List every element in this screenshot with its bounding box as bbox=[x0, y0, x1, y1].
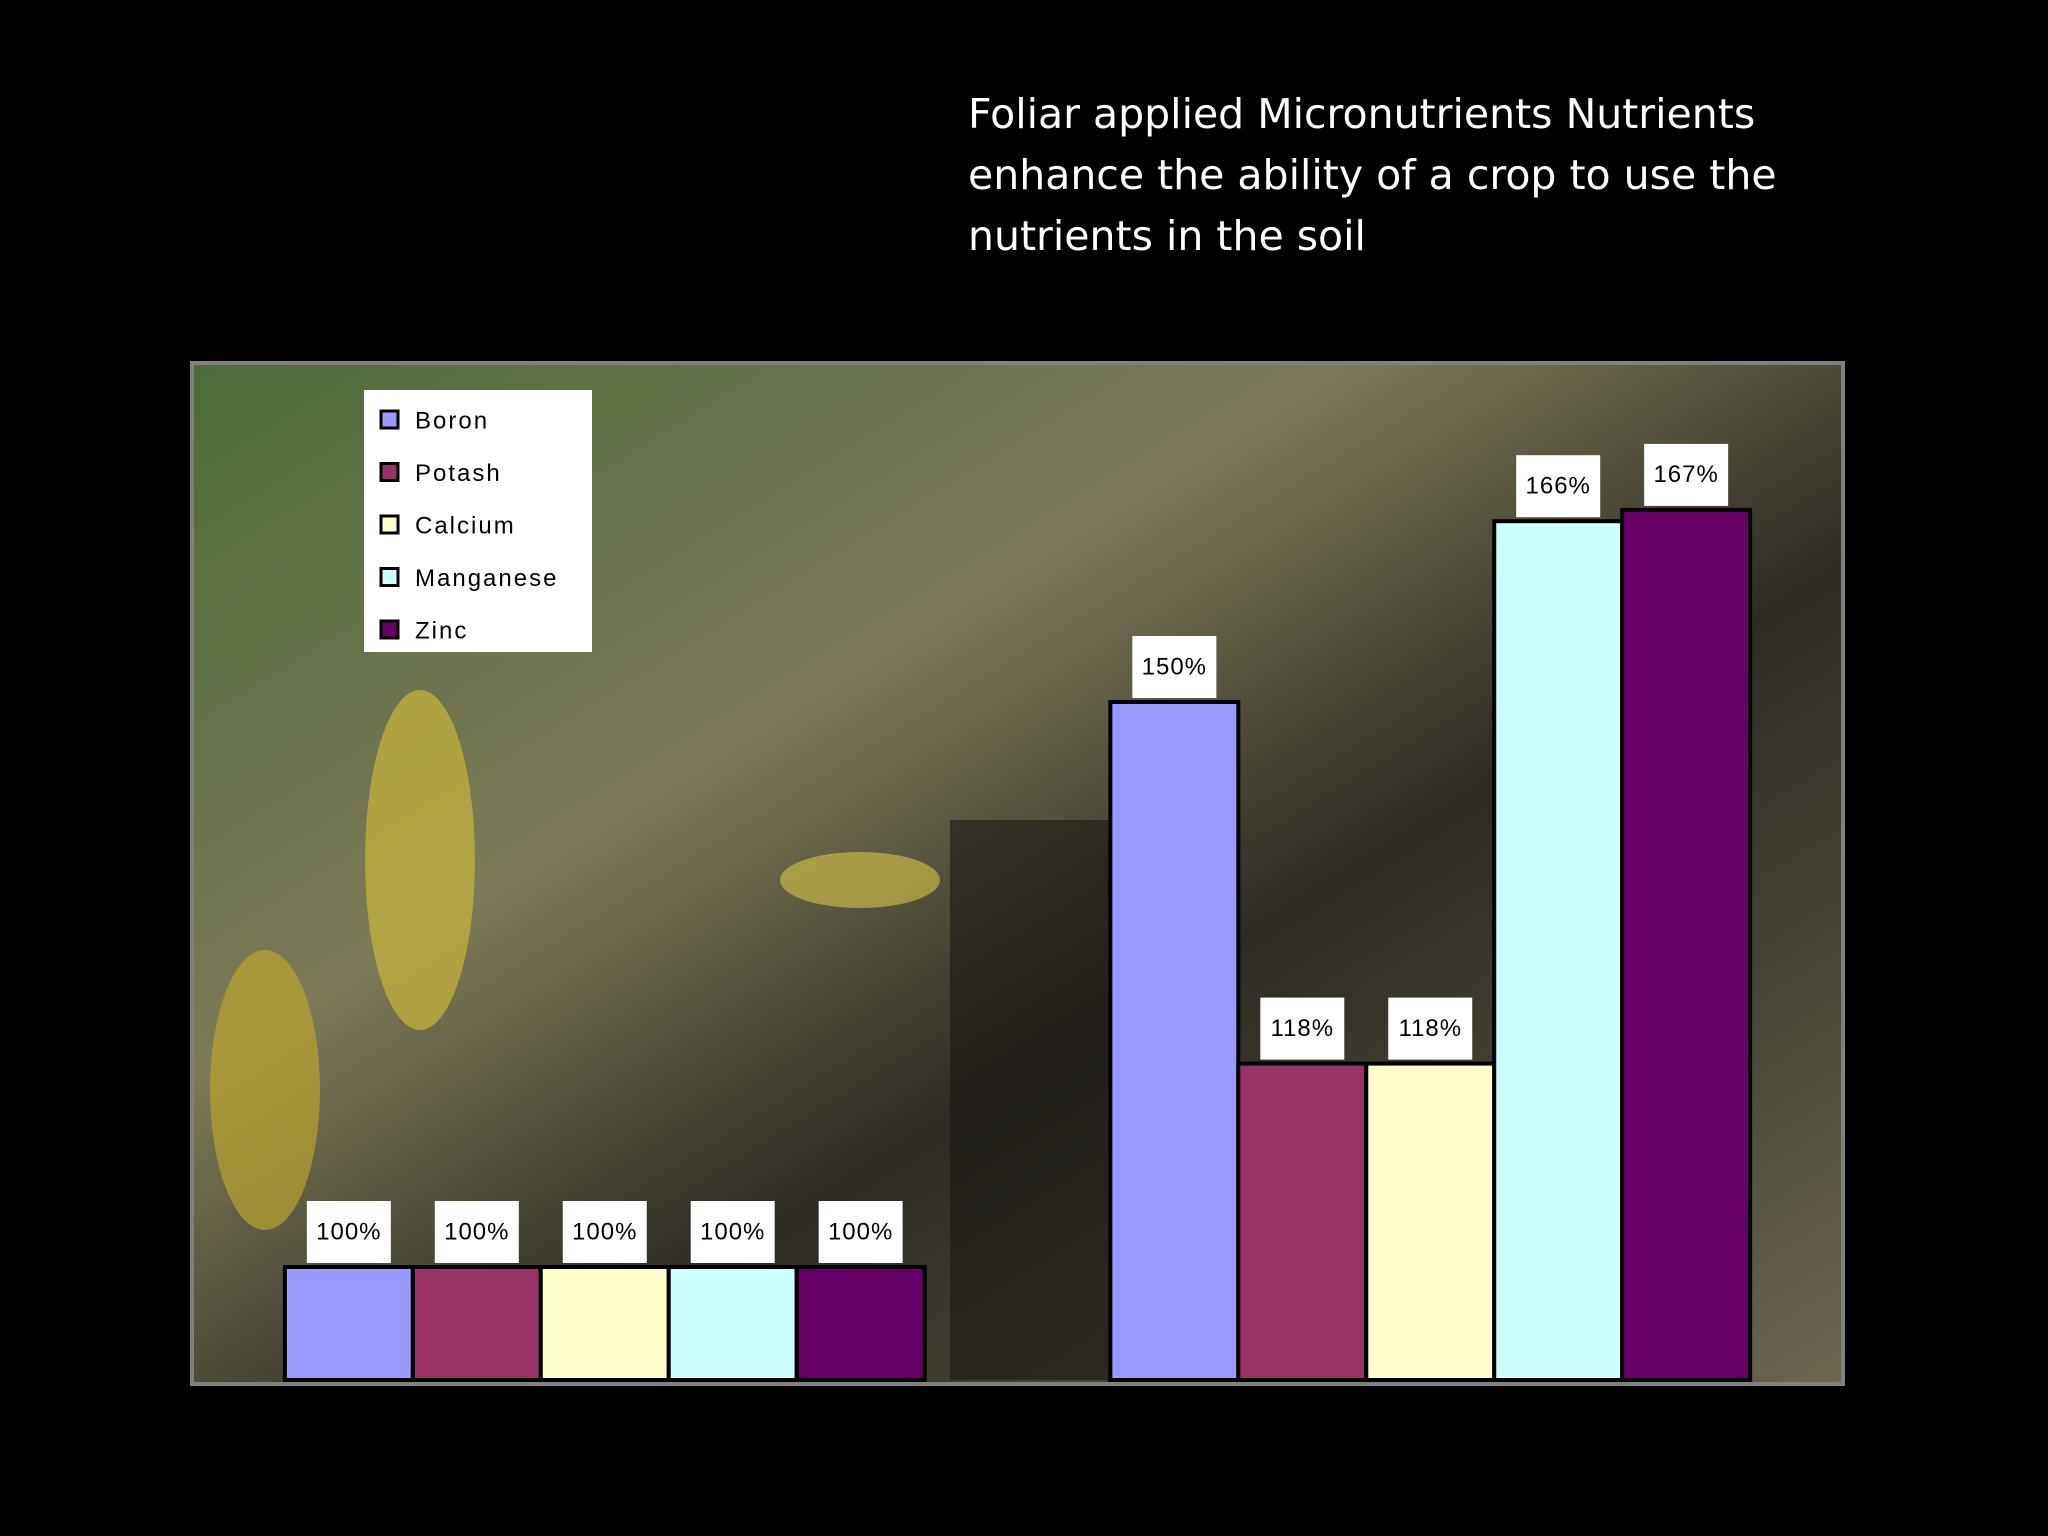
bar bbox=[666, 1265, 799, 1382]
data-label-box bbox=[1644, 443, 1729, 506]
legend-label: Manganese bbox=[415, 565, 558, 592]
data-label: 167% bbox=[1653, 461, 1718, 488]
legend-marker bbox=[379, 567, 400, 587]
data-label: 100% bbox=[444, 1218, 509, 1245]
bar bbox=[1364, 1061, 1497, 1382]
legend-label: Calcium bbox=[415, 512, 516, 539]
data-label: 118% bbox=[1398, 1015, 1462, 1042]
data-label-box bbox=[690, 1201, 775, 1263]
data-label: 150% bbox=[1142, 653, 1207, 680]
photo-decoration bbox=[365, 690, 475, 1030]
bar bbox=[1108, 700, 1241, 1382]
data-label: 100% bbox=[828, 1218, 893, 1245]
data-label-box bbox=[1388, 997, 1473, 1060]
legend-marker bbox=[379, 619, 400, 640]
legend-label: Boron bbox=[415, 407, 489, 434]
data-label: 166% bbox=[1526, 473, 1591, 500]
photo-decoration bbox=[210, 950, 320, 1230]
legend-marker bbox=[379, 514, 400, 535]
bar bbox=[1236, 1061, 1369, 1382]
legend-label: Zinc bbox=[415, 617, 468, 644]
bar bbox=[282, 1265, 415, 1382]
data-label: 118% bbox=[1270, 1015, 1334, 1042]
photo-decoration bbox=[950, 820, 1110, 1380]
data-label-box bbox=[434, 1201, 519, 1263]
data-label-box bbox=[306, 1201, 391, 1263]
data-label-box bbox=[1260, 997, 1345, 1060]
legend-label: Potash bbox=[415, 460, 502, 487]
bar bbox=[410, 1265, 543, 1382]
data-label-box bbox=[562, 1201, 647, 1263]
data-label: 100% bbox=[700, 1218, 765, 1245]
bar bbox=[1620, 507, 1753, 1382]
legend-box bbox=[364, 390, 592, 652]
photo-decoration bbox=[780, 852, 940, 908]
data-label: 100% bbox=[572, 1218, 637, 1245]
bar bbox=[538, 1265, 671, 1382]
data-label-box bbox=[818, 1201, 903, 1263]
data-label-box bbox=[1132, 636, 1217, 698]
legend-marker bbox=[379, 409, 400, 430]
slide-title: Foliar applied Micronutrients Nutrients … bbox=[968, 90, 1777, 260]
legend-marker bbox=[379, 462, 400, 482]
bar bbox=[794, 1265, 927, 1382]
bar bbox=[1492, 519, 1625, 1382]
data-label-box bbox=[1516, 455, 1601, 518]
data-label: 100% bbox=[316, 1218, 381, 1245]
